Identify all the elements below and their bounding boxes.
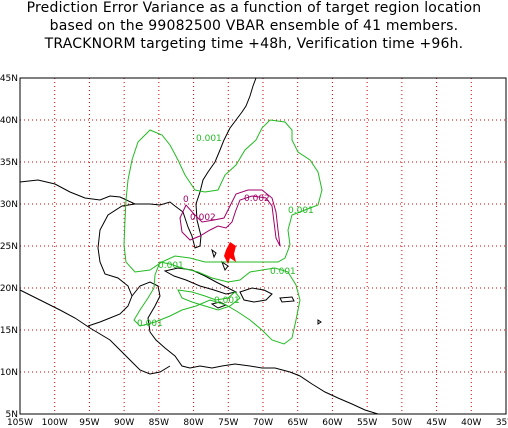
longitude-label: 95W bbox=[79, 418, 99, 428]
longitude-label: 90W bbox=[114, 418, 134, 428]
longitude-label: 45W bbox=[426, 418, 446, 428]
contours bbox=[123, 119, 323, 345]
latitude-label: 25N bbox=[0, 242, 18, 252]
latitude-label: 20N bbox=[0, 284, 18, 294]
contour-green-south bbox=[133, 261, 301, 345]
coast-central-america bbox=[19, 289, 171, 375]
contour-purple bbox=[179, 189, 281, 247]
title-line-3: TRACKNORM targeting time +48h, Verificat… bbox=[44, 36, 464, 52]
coast-caribbean bbox=[149, 331, 379, 415]
longitude-label: 85W bbox=[149, 418, 169, 428]
latitude-labels: 5N 10N 15N 20N 25N 30N 35N 40N 45N bbox=[0, 74, 18, 420]
coast-north-america bbox=[19, 77, 257, 249]
longitude-label: 60W bbox=[322, 418, 342, 428]
contour-label: 0.001 bbox=[158, 261, 184, 271]
coast-bahamas-1 bbox=[211, 248, 217, 259]
map-frame bbox=[19, 77, 507, 415]
coast-mexico bbox=[87, 203, 136, 327]
longitude-label: 70W bbox=[253, 418, 273, 428]
contour-green-inner bbox=[177, 289, 241, 311]
longitude-label: 100W bbox=[42, 418, 68, 428]
grid-lines bbox=[20, 78, 506, 414]
latitude-label: 35N bbox=[0, 158, 18, 168]
longitude-label: 40W bbox=[461, 418, 481, 428]
longitude-label: 50W bbox=[392, 418, 412, 428]
contour-labels: 0.001 0.001 0.001 0.001 0.001 0.001 0.002 0.002… bbox=[137, 134, 314, 329]
target-marker bbox=[224, 242, 236, 264]
longitude-label: 80W bbox=[183, 418, 203, 428]
latitude-label: 15N bbox=[0, 326, 18, 336]
contour-label: 0.001 bbox=[288, 206, 314, 216]
longitude-label: 35W bbox=[496, 418, 508, 428]
coast-island-east bbox=[317, 319, 322, 325]
title-line-2: based on the 99082500 VBAR ensemble of 4… bbox=[49, 18, 459, 34]
contour-label: 0.002 bbox=[244, 194, 270, 204]
contour-label: 0.001 bbox=[214, 296, 240, 306]
coast-yucatan bbox=[131, 281, 161, 333]
contour-label-stray: 0 bbox=[183, 195, 189, 205]
longitude-label: 105W bbox=[7, 418, 33, 428]
title-line-1: Prediction Error Variance as a function … bbox=[26, 0, 482, 16]
longitude-labels: 105W 100W 95W 90W 85W 80W 75W 70W 65W 60W 55W 50W 45… bbox=[7, 418, 508, 428]
coast-puerto-rico bbox=[279, 296, 295, 303]
latitude-label: 40N bbox=[0, 116, 18, 126]
contour-label: 0.001 bbox=[137, 319, 163, 329]
latitude-label: 45N bbox=[0, 74, 18, 84]
coast-bahamas-2 bbox=[220, 260, 229, 272]
longitude-label: 75W bbox=[218, 418, 238, 428]
contour-green-outer bbox=[123, 119, 323, 273]
longitude-label: 65W bbox=[288, 418, 308, 428]
longitude-label: 55W bbox=[357, 418, 377, 428]
contour-label: 0.002 bbox=[190, 213, 216, 223]
latitude-label: 10N bbox=[0, 368, 18, 378]
contour-label: 0.001 bbox=[196, 134, 222, 144]
latitude-label: 5N bbox=[6, 410, 18, 420]
latitude-label: 30N bbox=[0, 200, 18, 210]
coast-hispaniola bbox=[239, 287, 273, 303]
contour-label: 0.001 bbox=[270, 267, 296, 277]
